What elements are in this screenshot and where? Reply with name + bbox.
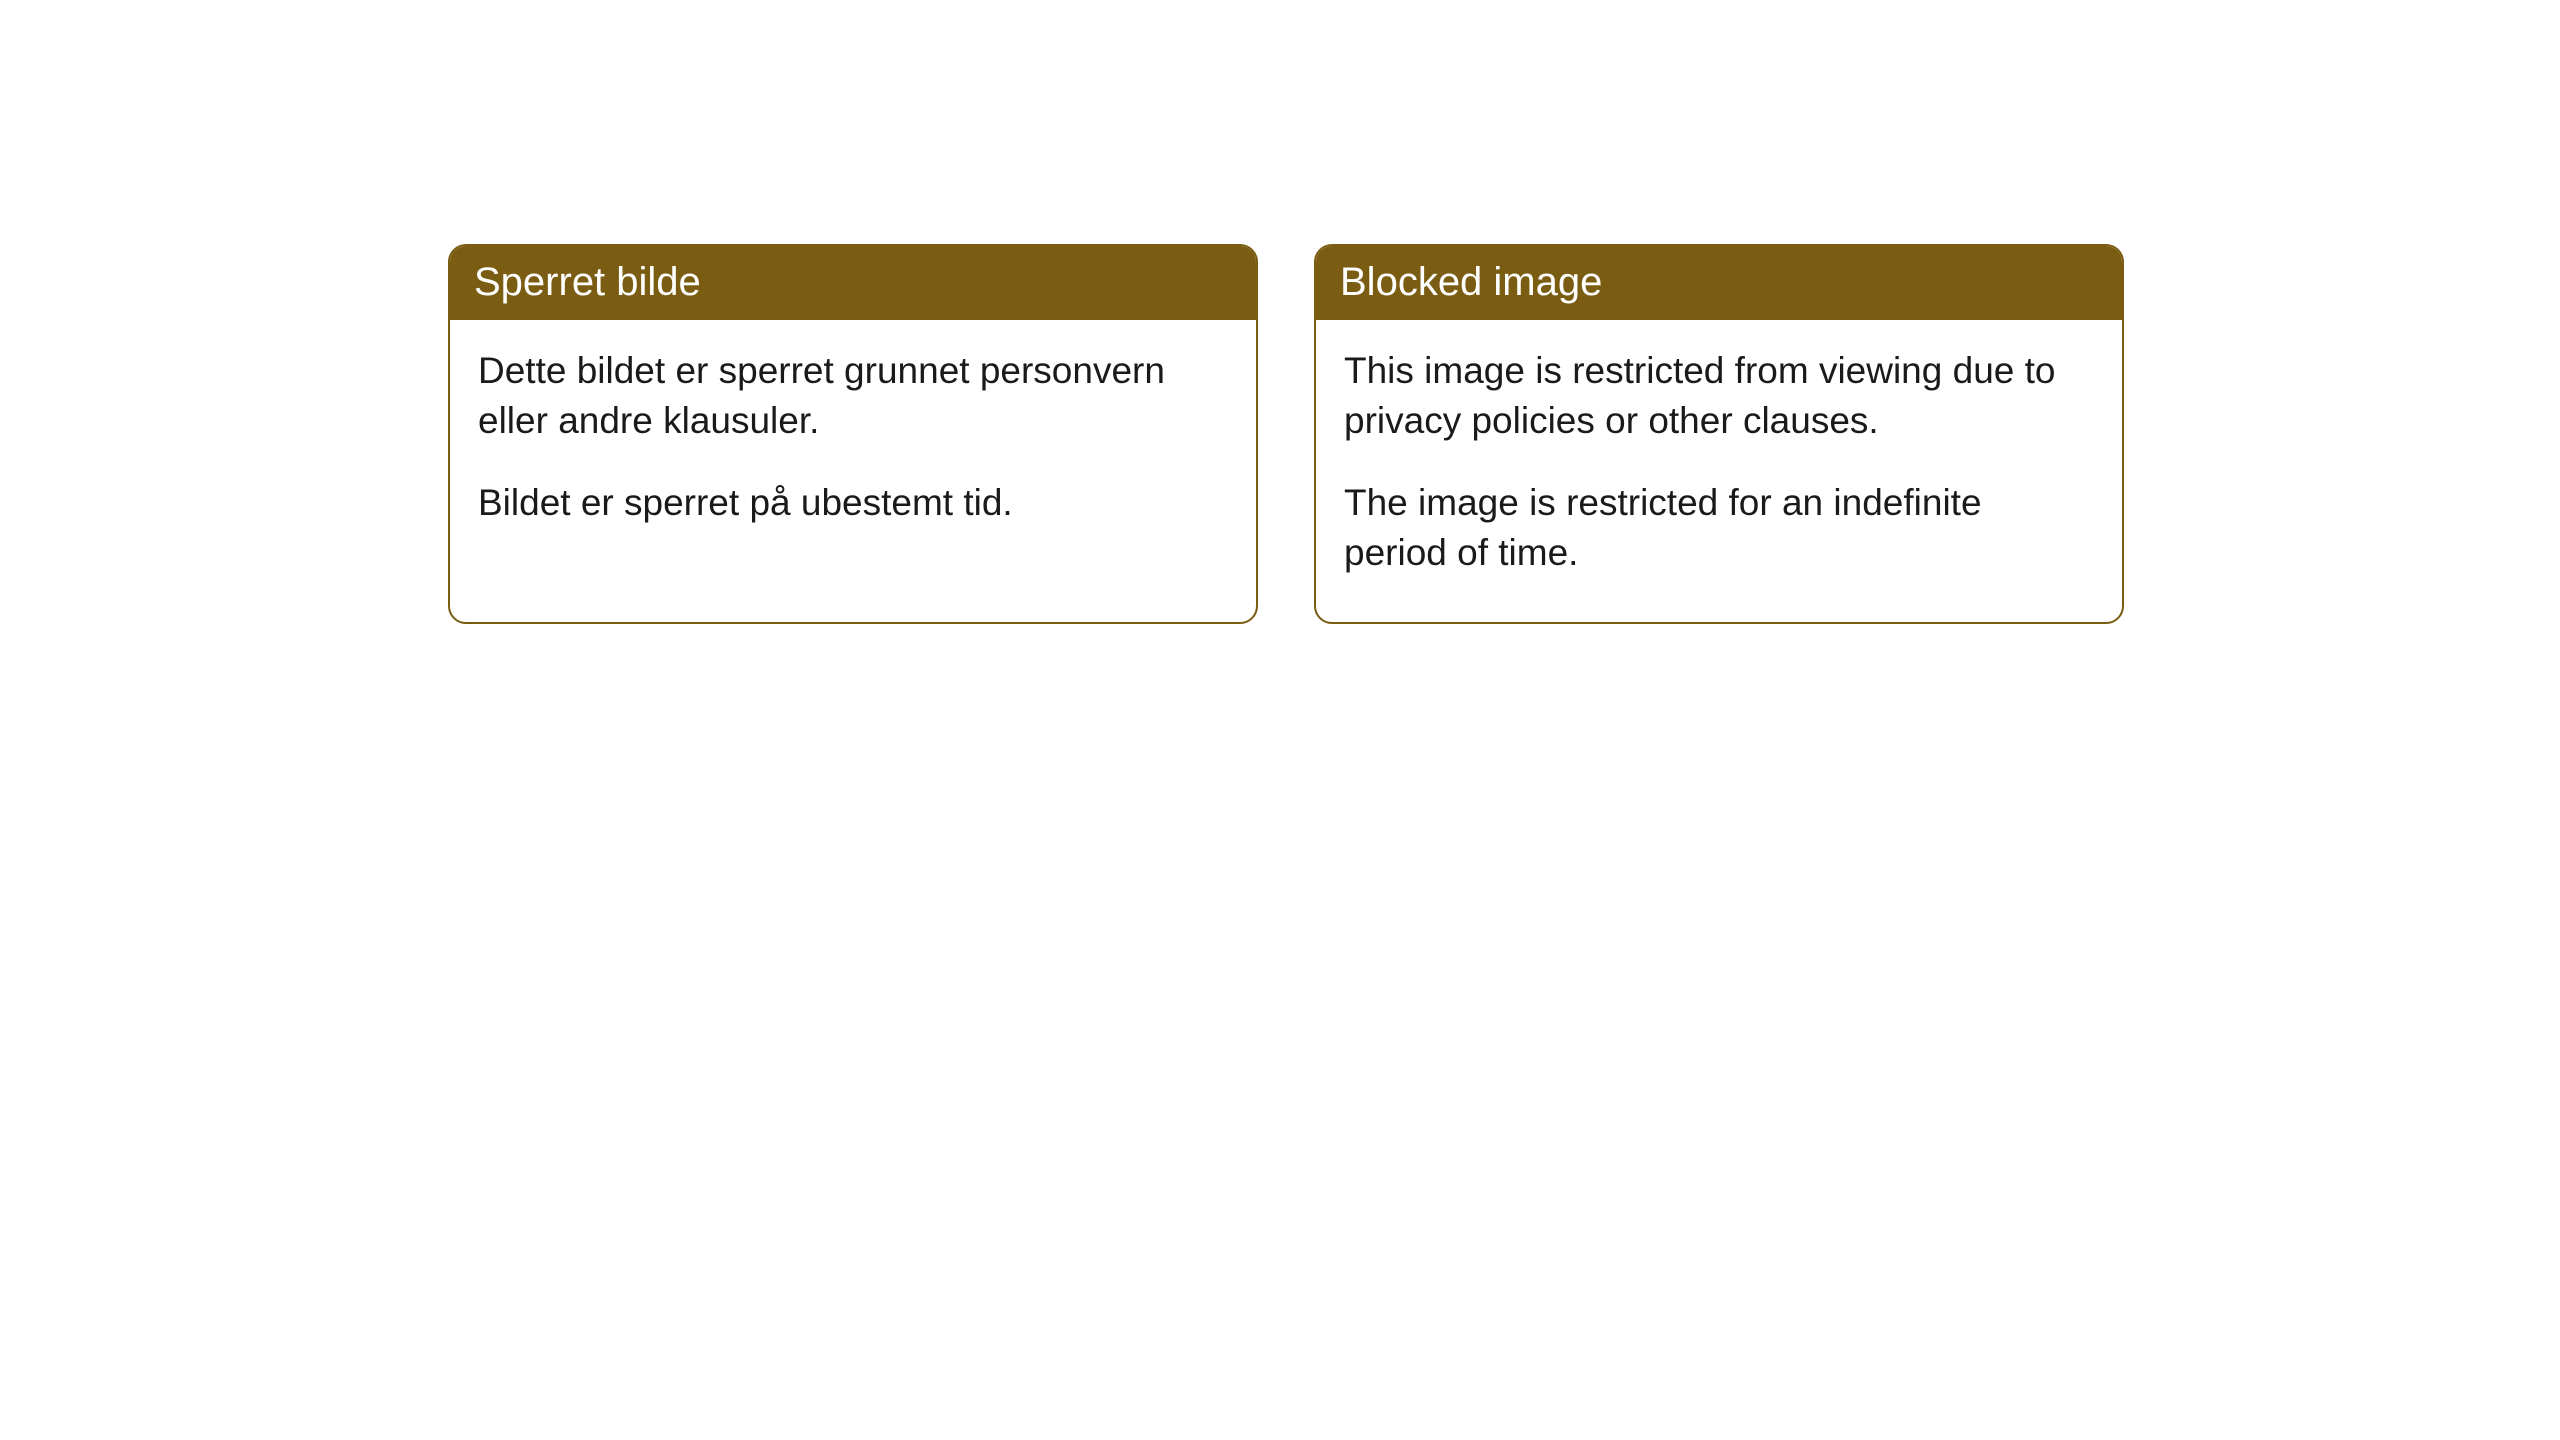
notice-card-english: Blocked image This image is restricted f… [1314,244,2124,624]
card-header: Blocked image [1316,246,2122,320]
card-paragraph: This image is restricted from viewing du… [1344,346,2094,446]
card-body: This image is restricted from viewing du… [1316,320,2122,622]
card-header: Sperret bilde [450,246,1256,320]
card-paragraph: Dette bildet er sperret grunnet personve… [478,346,1228,446]
notice-container: Sperret bilde Dette bildet er sperret gr… [448,244,2124,624]
notice-card-norwegian: Sperret bilde Dette bildet er sperret gr… [448,244,1258,624]
card-paragraph: The image is restricted for an indefinit… [1344,478,2094,578]
card-paragraph: Bildet er sperret på ubestemt tid. [478,478,1228,528]
card-body: Dette bildet er sperret grunnet personve… [450,320,1256,572]
